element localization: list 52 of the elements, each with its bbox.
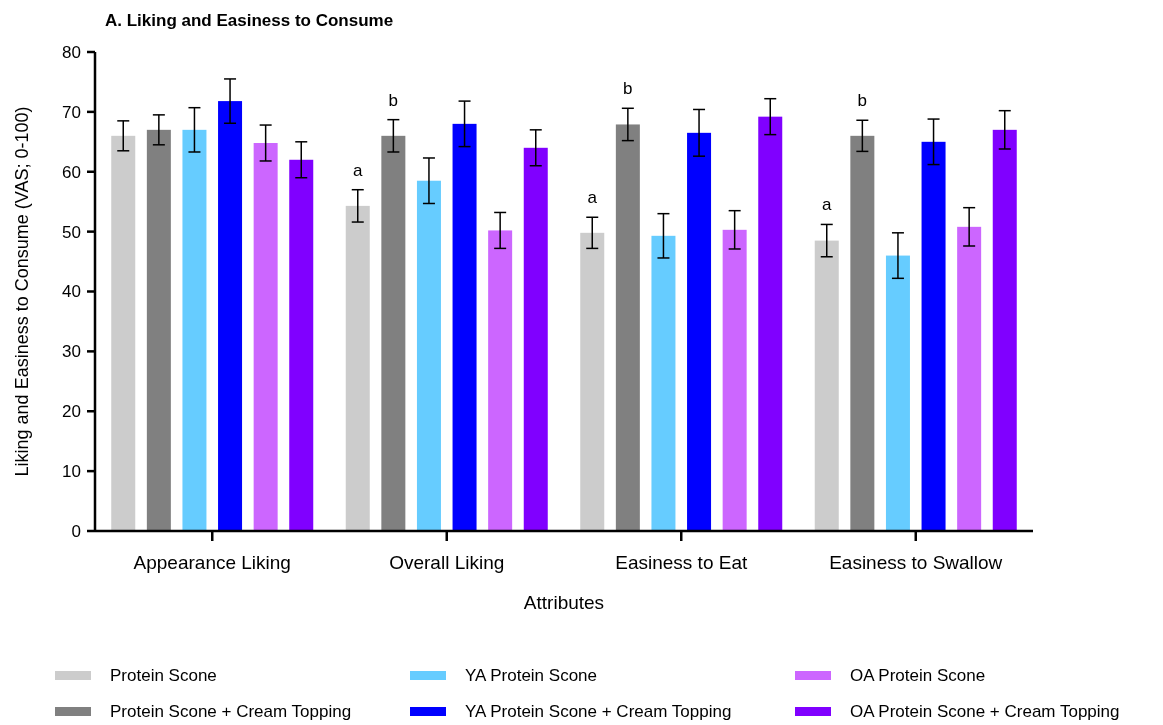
legend-label: OA Protein Scone [850, 665, 986, 685]
y-tick-label: 50 [62, 222, 81, 242]
bar [345, 205, 370, 531]
data-label: a [353, 160, 364, 180]
data-label: b [857, 91, 868, 111]
bar [580, 232, 605, 531]
x-tick-label: Overall Liking [389, 552, 505, 573]
y-tick-label: 70 [62, 102, 81, 122]
y-tick-label: 80 [62, 42, 81, 62]
y-tick-label: 0 [71, 521, 81, 541]
y-axis-title: Liking and Easiness to Consume (VAS; 0-100) [12, 106, 32, 477]
bar [182, 129, 207, 531]
bar [381, 135, 406, 531]
legend-label: Protein Scone [110, 665, 217, 685]
bar [687, 132, 712, 531]
bar [758, 116, 783, 531]
bar [289, 159, 314, 531]
legend-label: OA Protein Scone + Cream Topping [850, 701, 1120, 721]
data-label: b [388, 90, 399, 110]
data-label: a [822, 195, 833, 215]
bar [218, 101, 243, 531]
data-label: b [623, 79, 633, 99]
data-label: a [587, 188, 598, 208]
bar [921, 141, 946, 531]
bar [615, 124, 640, 531]
legend-label: Protein Scone + Cream Topping [110, 701, 352, 721]
x-tick-label: Appearance Liking [133, 552, 291, 573]
bar [651, 235, 676, 531]
bar [523, 147, 548, 531]
bar [111, 135, 136, 531]
bar [146, 129, 171, 531]
x-tick-label: Easiness to Eat [615, 552, 748, 573]
bar [452, 123, 477, 531]
bar [722, 229, 747, 531]
y-tick-label: 40 [62, 282, 81, 302]
chart-title: A. Liking and Easiness to Consume [105, 11, 394, 30]
legend-label: YA Protein Scone + Cream Topping [465, 701, 732, 721]
y-tick-label: 10 [62, 462, 81, 482]
bar [488, 230, 513, 531]
x-tick-label: Easiness to Swallow [829, 552, 1003, 573]
bar [885, 255, 910, 531]
bar [957, 226, 982, 531]
bar [416, 180, 441, 531]
y-tick-label: 20 [62, 402, 81, 422]
bar [992, 129, 1017, 531]
x-axis-title: Attributes [523, 592, 605, 613]
y-tick-label: 30 [62, 342, 81, 362]
bar [814, 240, 839, 531]
y-tick-label: 60 [62, 162, 81, 182]
bar [850, 135, 875, 531]
bar [253, 143, 278, 531]
legend-label: YA Protein Scone [465, 665, 597, 685]
